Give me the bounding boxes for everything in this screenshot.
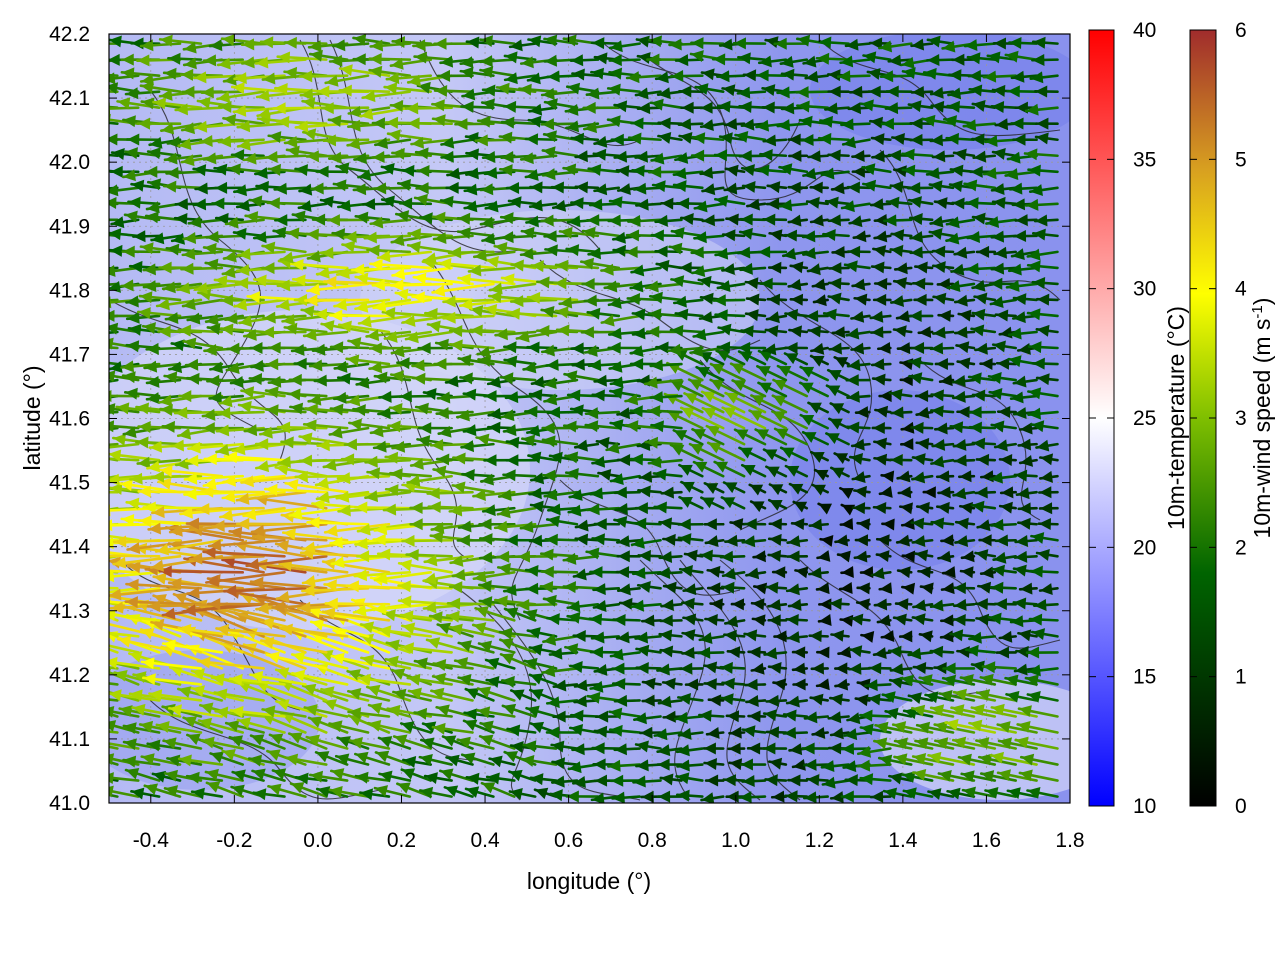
colorbar-tick-label: 15	[1133, 666, 1156, 689]
y-tick-label: 41.9	[49, 215, 90, 238]
x-tick-label: -0.2	[216, 829, 252, 852]
y-tick-label: 41.4	[49, 536, 90, 559]
x-tick-label: 0.0	[303, 829, 332, 852]
colorbar-tick-label: 35	[1133, 148, 1156, 171]
x-tick-label: 1.8	[1055, 829, 1084, 852]
colorbar-tick-label: 20	[1133, 536, 1156, 559]
y-tick-label: 42.1	[49, 87, 90, 110]
y-tick-label: 41.7	[49, 343, 90, 366]
x-tick-label: 0.6	[554, 829, 583, 852]
wind-speed-colorbar: 0 1 2 3 4 5 6 10m-wind speed (m s-1)	[1190, 19, 1275, 818]
x-tick-label: 0.2	[387, 829, 416, 852]
colorbar-tick-label: 0	[1235, 795, 1247, 818]
x-axis-title: longitude (°)	[527, 868, 651, 894]
colorbar-tick-label: 10	[1133, 795, 1156, 818]
y-tick-label: 42.2	[49, 23, 90, 46]
temperature-colorbar: 10 15 20 25 30 35 40 10m-temperature (°C)	[1089, 19, 1189, 818]
x-tick-label: 1.4	[888, 829, 918, 852]
y-tick-label: 41.6	[49, 408, 90, 431]
y-tick-label: 41.1	[49, 728, 90, 751]
y-tick-label: 42.0	[49, 151, 90, 174]
x-tick-label: -0.4	[133, 829, 170, 852]
x-tick-label: 1.6	[972, 829, 1001, 852]
y-tick-label: 41.5	[49, 472, 90, 495]
y-tick-label: 41.2	[49, 664, 90, 687]
colorbar-tick-label: 6	[1235, 19, 1247, 42]
colorbar-tick-label: 2	[1235, 536, 1247, 559]
y-tick-label: 41.3	[49, 600, 90, 623]
x-tick-label: 0.4	[470, 829, 500, 852]
y-tick-label: 41.0	[49, 792, 90, 815]
colorbar-tick-label: 5	[1235, 148, 1247, 171]
y-axis-title: latitude (°)	[19, 365, 45, 470]
colorbar-tick-label: 1	[1235, 666, 1247, 689]
y-tick-label: 41.8	[49, 279, 90, 302]
colorbar-tick-label: 25	[1133, 407, 1156, 430]
colorbar-tick-label: 30	[1133, 278, 1156, 301]
x-tick-label: 1.2	[805, 829, 834, 852]
colorbar-tick-label: 4	[1235, 278, 1247, 301]
colorbar-tick-label: 40	[1133, 19, 1156, 42]
x-tick-label: 0.8	[638, 829, 667, 852]
temperature-colorbar-title: 10m-temperature (°C)	[1163, 306, 1189, 530]
colorbar-tick-label: 3	[1235, 407, 1247, 430]
x-tick-label: 1.0	[721, 829, 750, 852]
wind-speed-colorbar-title: 10m-wind speed (m s-1)	[1249, 298, 1276, 539]
